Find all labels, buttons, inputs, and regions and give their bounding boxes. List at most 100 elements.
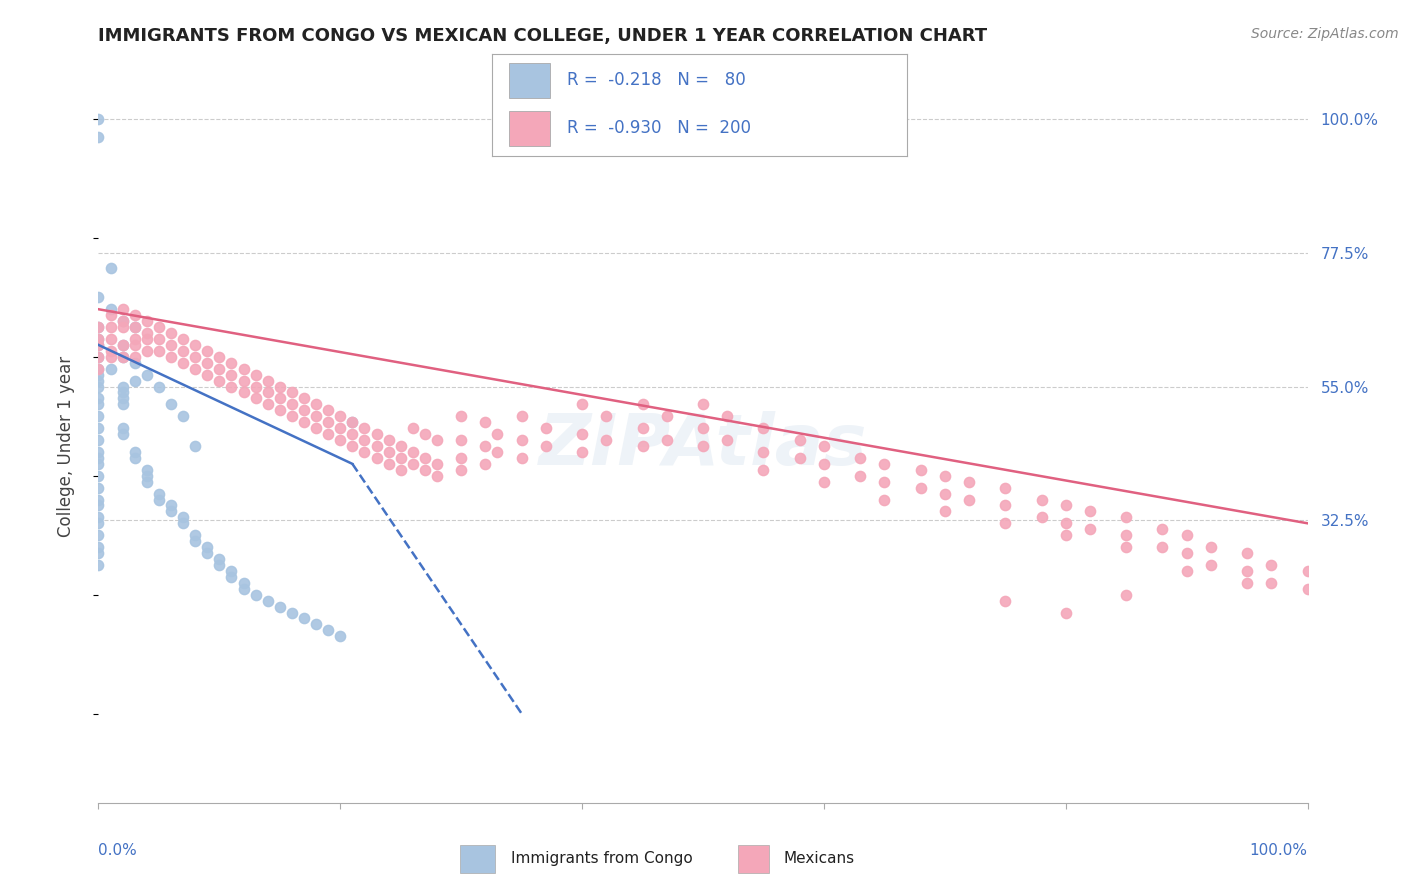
- Point: [716, 433, 738, 447]
- Point: [87, 350, 110, 364]
- Point: [655, 433, 678, 447]
- Point: [87, 397, 110, 411]
- Point: [111, 385, 134, 400]
- Point: [208, 552, 231, 566]
- Point: [994, 516, 1017, 531]
- Point: [87, 129, 110, 144]
- Point: [87, 332, 110, 346]
- Point: [111, 392, 134, 406]
- Point: [269, 392, 291, 406]
- Point: [100, 302, 122, 317]
- Point: [1236, 564, 1258, 578]
- Point: [148, 343, 170, 358]
- Point: [342, 415, 364, 429]
- Point: [160, 338, 183, 352]
- Point: [474, 415, 496, 429]
- Point: [631, 439, 654, 453]
- Point: [87, 433, 110, 447]
- Point: [813, 457, 835, 471]
- Point: [813, 439, 835, 453]
- Point: [135, 468, 157, 483]
- Point: [256, 397, 278, 411]
- Point: [910, 463, 932, 477]
- Point: [994, 481, 1017, 495]
- Point: [994, 499, 1017, 513]
- Text: ZIPAtlas: ZIPAtlas: [538, 411, 868, 481]
- Point: [172, 516, 194, 531]
- Point: [281, 606, 304, 620]
- Point: [1236, 575, 1258, 590]
- Point: [389, 463, 412, 477]
- Point: [631, 421, 654, 435]
- Point: [450, 433, 472, 447]
- Point: [172, 409, 194, 424]
- Point: [692, 397, 714, 411]
- Point: [571, 445, 593, 459]
- Point: [849, 450, 872, 465]
- Point: [148, 332, 170, 346]
- Point: [934, 504, 956, 518]
- Point: [256, 374, 278, 388]
- Point: [148, 486, 170, 500]
- Point: [329, 409, 352, 424]
- Point: [148, 320, 170, 334]
- Point: [752, 463, 775, 477]
- Point: [245, 588, 267, 602]
- Point: [342, 415, 364, 429]
- Point: [1296, 582, 1319, 596]
- Point: [534, 421, 557, 435]
- Point: [135, 314, 157, 328]
- Point: [510, 433, 533, 447]
- Point: [316, 415, 339, 429]
- Point: [160, 504, 183, 518]
- Point: [402, 457, 425, 471]
- Point: [316, 624, 339, 638]
- Point: [87, 320, 110, 334]
- Point: [111, 350, 134, 364]
- Point: [195, 343, 218, 358]
- Point: [172, 332, 194, 346]
- Point: [111, 421, 134, 435]
- Point: [595, 433, 617, 447]
- Point: [87, 350, 110, 364]
- Point: [292, 403, 315, 417]
- Point: [269, 379, 291, 393]
- Point: [160, 397, 183, 411]
- Point: [195, 546, 218, 560]
- Point: [692, 439, 714, 453]
- Point: [389, 439, 412, 453]
- Point: [256, 593, 278, 607]
- Point: [426, 468, 449, 483]
- Point: [1175, 564, 1198, 578]
- Point: [316, 427, 339, 442]
- Point: [366, 450, 388, 465]
- Point: [111, 397, 134, 411]
- Point: [87, 468, 110, 483]
- Point: [87, 374, 110, 388]
- Point: [184, 350, 207, 364]
- Point: [957, 492, 980, 507]
- FancyBboxPatch shape: [738, 845, 769, 872]
- Point: [426, 433, 449, 447]
- Point: [111, 320, 134, 334]
- Point: [221, 564, 243, 578]
- Point: [87, 332, 110, 346]
- Point: [124, 308, 146, 322]
- Point: [87, 361, 110, 376]
- Point: [353, 421, 375, 435]
- Point: [111, 427, 134, 442]
- Text: Immigrants from Congo: Immigrants from Congo: [510, 851, 692, 866]
- Point: [208, 374, 231, 388]
- Point: [873, 457, 896, 471]
- Point: [752, 445, 775, 459]
- Point: [124, 445, 146, 459]
- Point: [87, 558, 110, 572]
- Point: [281, 409, 304, 424]
- Point: [426, 457, 449, 471]
- Point: [353, 445, 375, 459]
- Point: [87, 510, 110, 524]
- Point: [184, 534, 207, 549]
- Point: [100, 361, 122, 376]
- Point: [87, 338, 110, 352]
- Point: [87, 450, 110, 465]
